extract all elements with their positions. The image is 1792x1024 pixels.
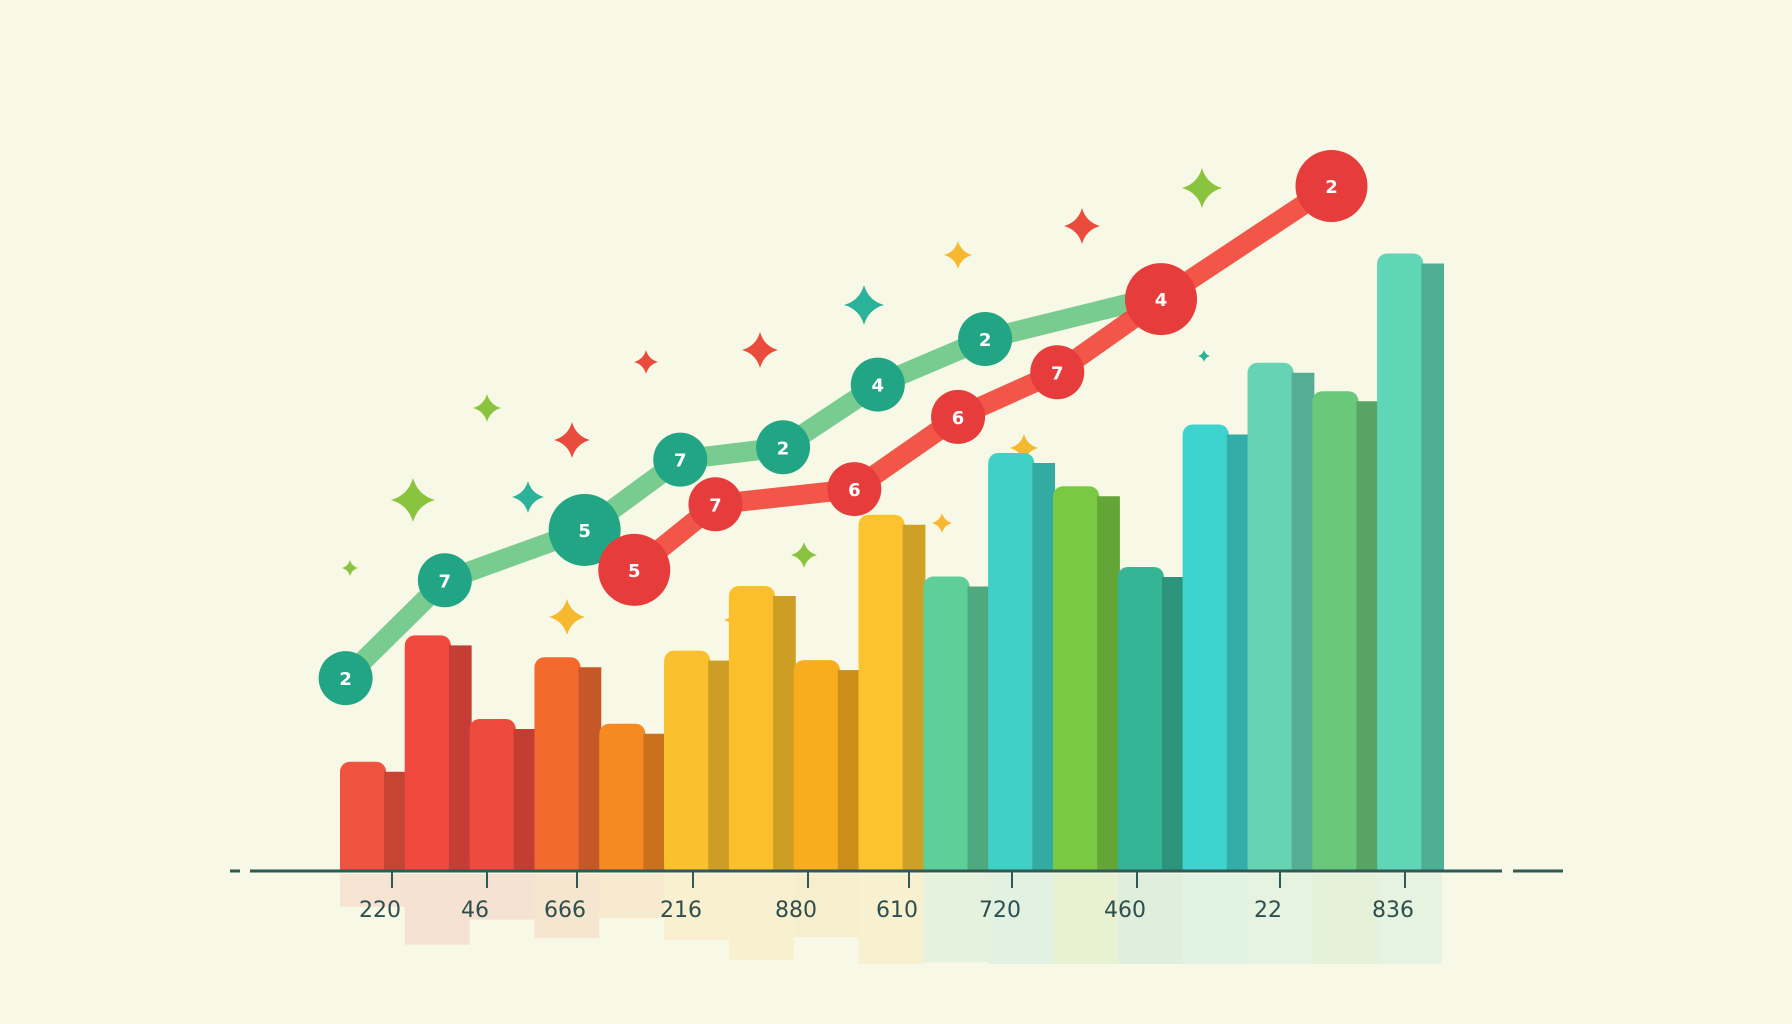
series-0: 2 7 5 7 2 4 2 [318,284,1176,706]
sparkle-icon [1198,350,1210,362]
data-label: 7 [674,451,687,472]
series-0-point-2: 5 [548,493,621,566]
bar-10 [988,453,1056,871]
bar-12 [1117,567,1185,871]
bar-4 [599,723,667,871]
data-label: 2 [339,669,352,690]
bar-reflection-14 [1247,874,1313,964]
bar-1 [404,635,472,871]
x-tick-label: 836 [1372,898,1414,923]
series-layer: 2 7 5 7 2 4 2 5 7 6 6 7 4 2 [318,150,1368,706]
bar-reflection-9 [923,874,989,963]
bar-2 [469,719,537,871]
bar-reflection-7 [793,874,859,938]
bar-layer [340,253,1444,871]
sparkle-icon [944,241,972,269]
bar-reflection-10 [988,874,1054,964]
sparkle-icon [512,481,544,513]
sparkle-icon [473,394,501,422]
data-label: 7 [439,571,452,592]
data-label: 4 [872,376,885,397]
data-label: 7 [1051,363,1064,384]
bar-0 [340,761,407,871]
bar-reflection-0 [340,874,405,907]
sparkle-icon [742,332,778,368]
x-tick-label: 46 [461,898,489,923]
data-label: 7 [709,495,722,516]
data-label: 5 [628,561,641,582]
bar-6 [728,586,796,871]
sparkle-icon [634,350,658,374]
sparkle-icon [1010,434,1038,462]
bar-reflection-11 [1053,874,1118,964]
bar-5 [664,650,731,871]
bar-reflection-2 [469,874,535,920]
sparkle-icon [1182,168,1222,208]
x-tick-label: 666 [544,898,586,923]
bar-reflection-4 [599,874,665,919]
bar-3 [534,657,602,871]
bar-7 [793,660,861,871]
sparkle-icon [342,560,358,576]
bar-15 [1312,391,1380,871]
bar-reflection-8 [858,874,924,964]
bar-reflection-12 [1117,874,1183,964]
bar-11 [1053,486,1120,871]
x-tick-label: 720 [979,898,1021,923]
bar-reflection-6 [728,874,794,960]
series-0-point-3: 7 [653,432,708,487]
data-label: 4 [1155,290,1168,311]
series-0-point-1: 7 [417,553,472,608]
sparkle-icon [844,285,884,325]
bar-reflection-13 [1182,874,1248,964]
series-1-point-1: 7 [688,477,743,532]
x-tick-label: 22 [1254,898,1282,923]
series-1-point-6: 2 [1295,150,1368,223]
series-1-point-0: 5 [598,533,671,606]
tick-layer: 220 46 666 216 880 610 720 460 22 836 [359,871,1414,923]
sparkle-icon [932,513,952,533]
x-tick-label: 460 [1104,898,1146,923]
data-label: 2 [979,330,992,351]
data-label: 6 [848,480,861,501]
bar-reflection-3 [534,874,600,939]
series-1-point-2: 6 [827,462,882,517]
data-label: 6 [952,408,965,429]
data-label: 2 [777,438,790,459]
bar-reflection-1 [404,874,470,945]
series-1-point-3: 6 [931,389,986,444]
x-tick-label: 216 [660,898,702,923]
series-0-point-4: 2 [756,420,811,475]
series-0-point-0: 2 [318,651,373,706]
series-0-point-5: 4 [850,357,905,412]
sparkle-icon [791,542,817,568]
bar-reflection-15 [1312,874,1378,964]
series-1-point-4: 7 [1030,345,1085,400]
bar-8 [858,514,926,871]
x-tick-label: 880 [775,898,817,923]
sparkle-icon [391,478,435,522]
data-label: 5 [578,521,591,542]
data-label: 2 [1325,177,1338,198]
reflection-layer [340,874,1442,964]
series-1: 5 7 6 6 7 4 2 [598,150,1368,606]
sparkle-icon [549,599,585,635]
bar-9 [923,576,991,871]
x-tick-label: 610 [876,898,918,923]
series-0-point-6: 2 [958,312,1013,366]
bar-14 [1247,362,1315,871]
bar-16 [1377,253,1444,871]
sparkle-icon [1064,208,1100,244]
series-1-point-5: 4 [1125,263,1198,336]
x-tick-label: 220 [359,898,401,923]
sparkle-icon [554,422,590,458]
bar-reflection-16 [1377,874,1442,964]
bar-reflection-5 [664,874,729,941]
bar-13 [1182,424,1250,871]
